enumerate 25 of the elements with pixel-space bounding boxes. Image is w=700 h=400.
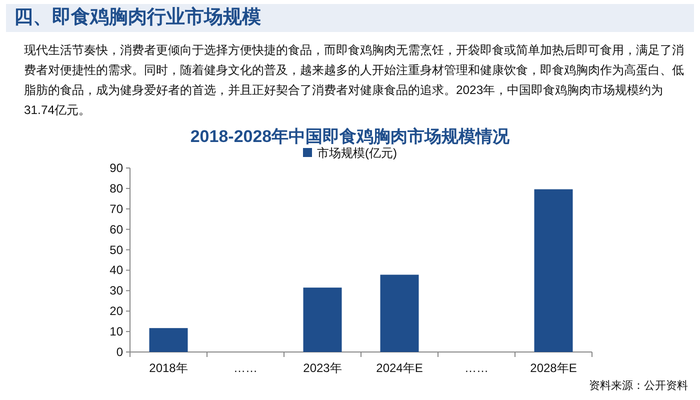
- text: 资料来源：公开资料: [589, 379, 688, 393]
- y-tick-label: 80: [110, 181, 124, 196]
- y-tick-label: 40: [110, 263, 124, 278]
- y-tick-label: 10: [110, 324, 124, 339]
- y-tick-label: 60: [110, 222, 124, 236]
- x-tick-label: 2024年E: [376, 361, 423, 375]
- y-tick-label: 0: [116, 345, 124, 359]
- y-tick-label: 50: [110, 242, 124, 257]
- chart-title: 2018-2028年中国即食鸡胸肉市场规模情况: [190, 127, 511, 146]
- x-tick-label: 2028年E: [530, 361, 577, 375]
- x-tick-label: 2023年: [303, 361, 342, 375]
- text: 四、即食鸡胸肉行业市场规模: [6, 4, 694, 32]
- x-tick-label: ……: [234, 361, 258, 375]
- x-tick-label: 2018年: [149, 361, 188, 375]
- text: 现代生活节奏快，消费者更倾向于选择方便快捷的食品，而即食鸡胸肉无需烹饪，开袋即食或简单加热后即可食用，满足了消费者对便捷性的需求。同时，随着健身文化的普及，越来越多的人开始注重身材管理和健康饮食，即食鸡胸肉作为高蛋白、低脂肪的食品，成为健身爱好者的首选，并且正好契合了消费者对健康食品的追求。2023年，中国即食鸡胸肉市场规模约为31.74亿元。: [24, 42, 684, 119]
- legend-label: 市场规模(亿元): [317, 146, 397, 160]
- y-tick-label: 20: [110, 304, 124, 318]
- x-tick-label: ……: [464, 361, 488, 375]
- y-tick-label: 30: [110, 284, 124, 298]
- y-tick-label: 70: [110, 202, 124, 216]
- bar: [380, 274, 419, 352]
- bar: [303, 288, 342, 352]
- bar: [534, 189, 573, 352]
- bar: [149, 328, 188, 352]
- y-tick-label: 90: [110, 161, 124, 175]
